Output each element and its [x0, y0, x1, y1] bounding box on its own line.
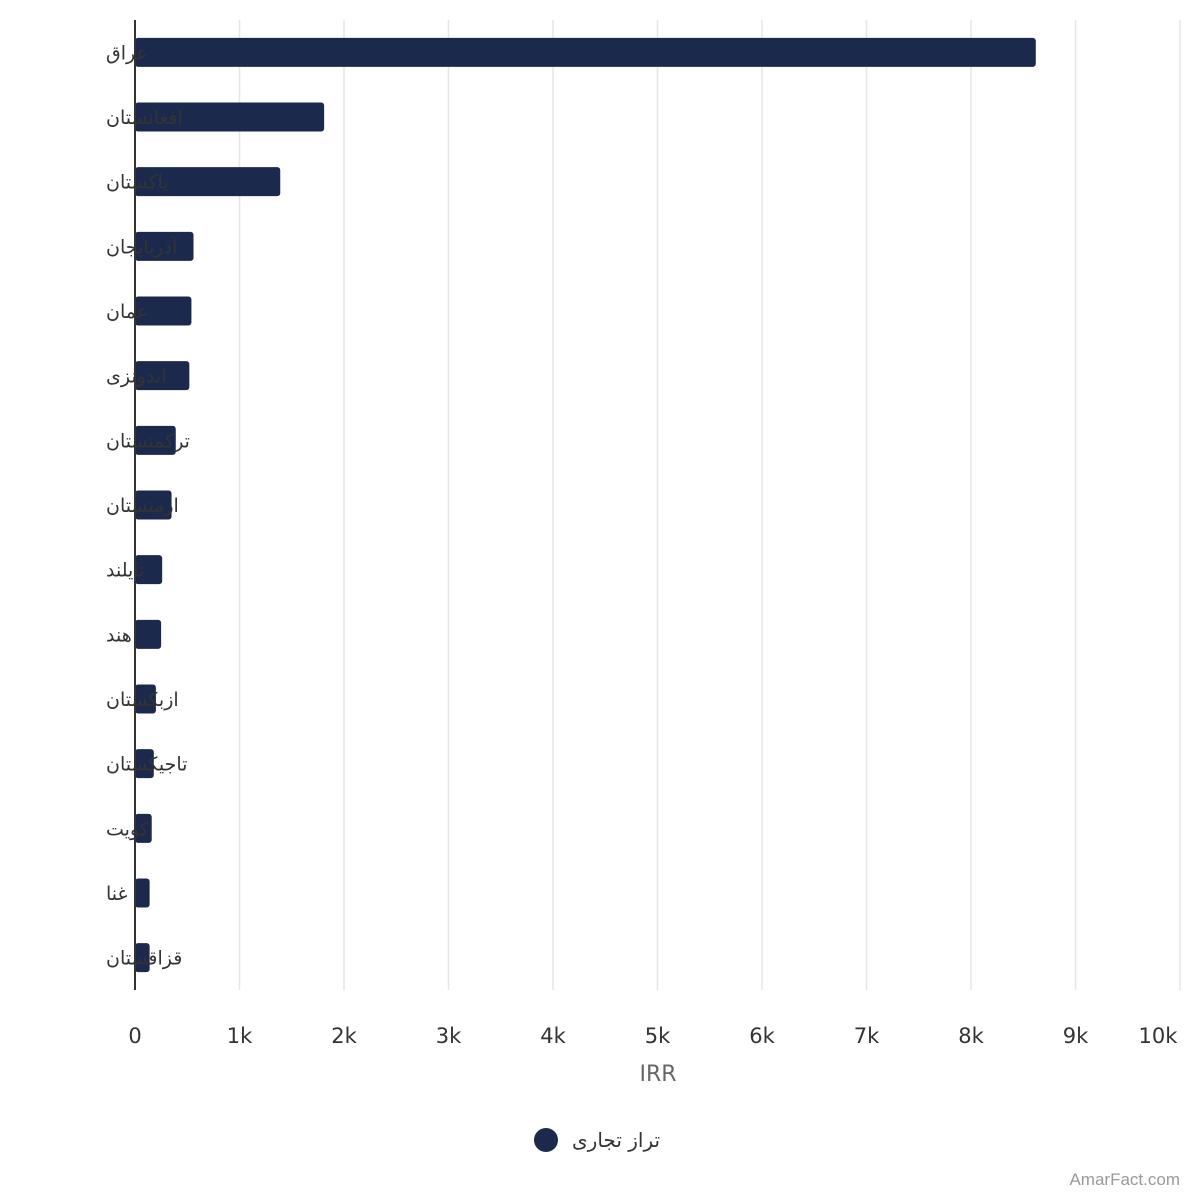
category-label: کویت [106, 818, 150, 840]
category-label: پاکستان [106, 172, 169, 194]
legend[interactable]: تراز تجاری [534, 1128, 660, 1152]
bar[interactable] [135, 296, 192, 326]
bar[interactable] [135, 425, 176, 455]
bars [135, 37, 1036, 973]
category-label: اندونزی [106, 366, 166, 388]
category-label: ازبکستان [106, 689, 179, 711]
legend-marker [534, 1128, 558, 1152]
bar[interactable] [135, 684, 156, 714]
x-tick-labels: 0 1k 2k 3k 4k 5k 6k 7k 8k 9k 10k [128, 1024, 1178, 1048]
grid-lines [238, 20, 1181, 990]
bar[interactable] [135, 555, 163, 585]
x-tick-label: 9k [1063, 1024, 1089, 1048]
x-axis-title: IRR [639, 1062, 676, 1087]
category-label: قزاقستان [106, 948, 182, 970]
bar[interactable] [135, 37, 1036, 67]
bar[interactable] [135, 167, 281, 197]
category-label: ارمنستان [106, 495, 179, 517]
bar[interactable] [135, 619, 162, 649]
x-tick-label: 2k [331, 1024, 357, 1048]
x-tick-label: 7k [854, 1024, 880, 1048]
bar[interactable] [135, 490, 172, 520]
category-labels: عراق افغانستان پاکستان آذربایجان عمان اندونزی… [106, 42, 190, 969]
category-label: ترکمنستان [106, 430, 190, 452]
category-label: تاجیکستان [106, 754, 187, 776]
x-tick-label: 4k [540, 1024, 566, 1048]
legend-label: تراز تجاری [572, 1128, 660, 1152]
category-label: عمان [106, 301, 148, 323]
bar[interactable] [135, 943, 150, 973]
bar[interactable] [135, 878, 150, 908]
x-tick-label: 10k [1139, 1024, 1179, 1048]
x-tick-label: 3k [436, 1024, 462, 1048]
category-label: عراق [106, 42, 148, 64]
bar[interactable] [135, 361, 190, 391]
bar[interactable] [135, 231, 194, 261]
category-label: تایلند [106, 560, 144, 582]
x-tick-label: 0 [128, 1024, 141, 1048]
bar[interactable] [135, 749, 154, 779]
credit-text[interactable]: AmarFact.com [1069, 1170, 1180, 1189]
bar[interactable] [135, 813, 152, 843]
x-tick-label: 8k [958, 1024, 984, 1048]
category-label: آذربایجان [106, 234, 178, 258]
x-tick-label: 1k [227, 1024, 253, 1048]
category-label: افغانستان [106, 107, 183, 129]
bar[interactable] [135, 102, 325, 132]
x-tick-label: 5k [645, 1024, 671, 1048]
category-label: هند [106, 624, 132, 646]
category-label: غنا [106, 883, 128, 905]
x-tick-label: 6k [749, 1024, 775, 1048]
